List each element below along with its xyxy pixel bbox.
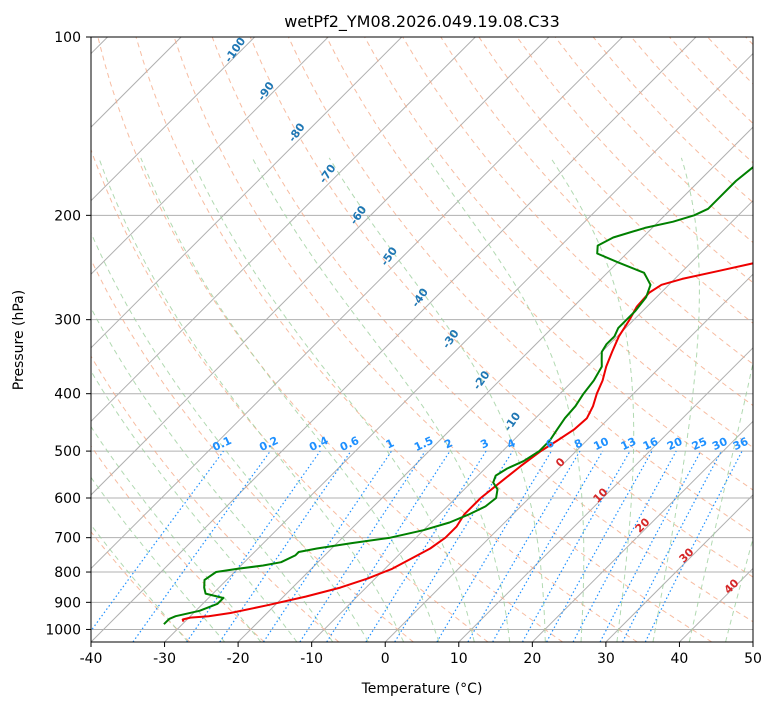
profile-lines	[163, 165, 753, 625]
temperature-profile	[181, 262, 753, 622]
mixing-ratio-label: 13	[619, 435, 638, 453]
mixing-ratio-line	[132, 450, 271, 642]
mixing-ratio-line	[262, 450, 392, 642]
mixing-ratio-line	[644, 450, 743, 642]
isotherm-line	[91, 37, 329, 275]
y-tick-label: 1000	[45, 622, 81, 638]
x-tick-label: 10	[450, 651, 468, 667]
isotherm-line	[91, 37, 623, 570]
x-tick-label: -10	[300, 651, 323, 667]
x-tick-label: 40	[671, 651, 689, 667]
x-tick-label: -20	[227, 651, 250, 667]
moist-adiabat-line	[91, 307, 334, 642]
dry-adiabat-line	[440, 37, 753, 365]
mixing-ratio-line	[521, 450, 631, 642]
mixing-ratio-line	[546, 450, 653, 642]
moist-adiabat-line	[91, 425, 262, 642]
moist-adiabat-line	[91, 370, 298, 642]
x-axis-label: Temperature (°C)	[361, 681, 483, 697]
x-tick-label: 0	[381, 651, 390, 667]
y-tick-label: 700	[54, 531, 81, 547]
moist-adiabat-line	[688, 360, 753, 642]
mixing-ratio-line	[219, 450, 352, 642]
moist-adiabat-line	[652, 157, 700, 642]
mixing-ratio-label: 16	[641, 435, 661, 453]
moist-adiabat-line	[725, 536, 753, 642]
moist-adiabat-line	[427, 157, 585, 642]
mixing-ratio-line	[186, 450, 321, 642]
isotherm-line	[164, 52, 753, 642]
dry-adiabat-line	[402, 37, 753, 407]
y-tick-label: 600	[54, 491, 81, 507]
moist-adiabat-line	[91, 231, 369, 642]
dry-adiabat-line	[249, 37, 753, 578]
mixing-ratio-label: 25	[690, 435, 709, 453]
y-axis-label: Pressure (hPa)	[11, 290, 27, 390]
x-tick-label: 50	[744, 651, 762, 667]
y-tick-label: 200	[54, 208, 81, 224]
mixing-ratio-label: 36	[731, 435, 751, 453]
reference-lines	[91, 37, 753, 642]
mixing-ratio-line	[326, 450, 451, 642]
x-tick-label: 30	[597, 651, 615, 667]
dry-adiabat-line	[91, 445, 265, 642]
dry-adiabat-line	[516, 37, 753, 284]
mixing-ratio-line	[91, 450, 224, 632]
y-tick-label: 100	[54, 30, 81, 46]
isotherm-line	[91, 37, 256, 202]
mixing-ratio-label: 20	[665, 435, 685, 453]
dewpoint-profile	[163, 165, 753, 625]
dry-adiabat-line	[135, 37, 638, 642]
isotherm-line	[237, 126, 753, 642]
moist-adiabat-line	[190, 157, 475, 642]
isotherm-line	[384, 273, 753, 642]
dry-adiabat-line	[287, 37, 753, 534]
y-tick-label: 500	[54, 444, 81, 460]
isotherm-line	[605, 494, 753, 642]
dry-adiabat-line	[173, 37, 713, 642]
isotherm-line	[91, 37, 403, 349]
y-tick-label: 900	[54, 595, 81, 611]
mixing-ratio-label: 30	[710, 435, 730, 453]
isotherm-line	[91, 37, 550, 496]
mixing-ratio-label: 10	[592, 435, 612, 453]
x-tick-label: 20	[523, 651, 541, 667]
dry-adiabat-line	[211, 37, 753, 623]
mixing-ratio-line	[572, 450, 677, 642]
plot-frame	[90, 36, 754, 643]
y-tick-label: 300	[54, 313, 81, 329]
x-tick-label: -40	[80, 651, 103, 667]
isotherm-line	[91, 37, 697, 642]
y-tick-label: 400	[54, 387, 81, 403]
chart-title: wetPf2_YM08.2026.049.19.08.C33	[284, 12, 560, 32]
axis-ticks: -40 -30 -20 -10 0 10 20 30 40 50 1000 900 800 700 600 5…	[45, 30, 762, 667]
isotherm-line	[91, 37, 476, 423]
dry-adiabat-line	[97, 37, 563, 642]
dry-adiabat-line	[91, 258, 414, 642]
x-tick-label: -30	[153, 651, 176, 667]
isotherm-line	[458, 347, 753, 642]
isotherm-line	[531, 420, 753, 642]
moist-adiabat-line	[251, 157, 511, 642]
dry-adiabat-line	[91, 531, 191, 642]
moist-adiabat-line	[140, 157, 440, 642]
dry-adiabat-line	[91, 148, 489, 642]
mixing-ratio-line	[299, 450, 426, 642]
y-tick-label: 800	[54, 565, 81, 581]
moist-adiabat-line	[91, 476, 225, 642]
